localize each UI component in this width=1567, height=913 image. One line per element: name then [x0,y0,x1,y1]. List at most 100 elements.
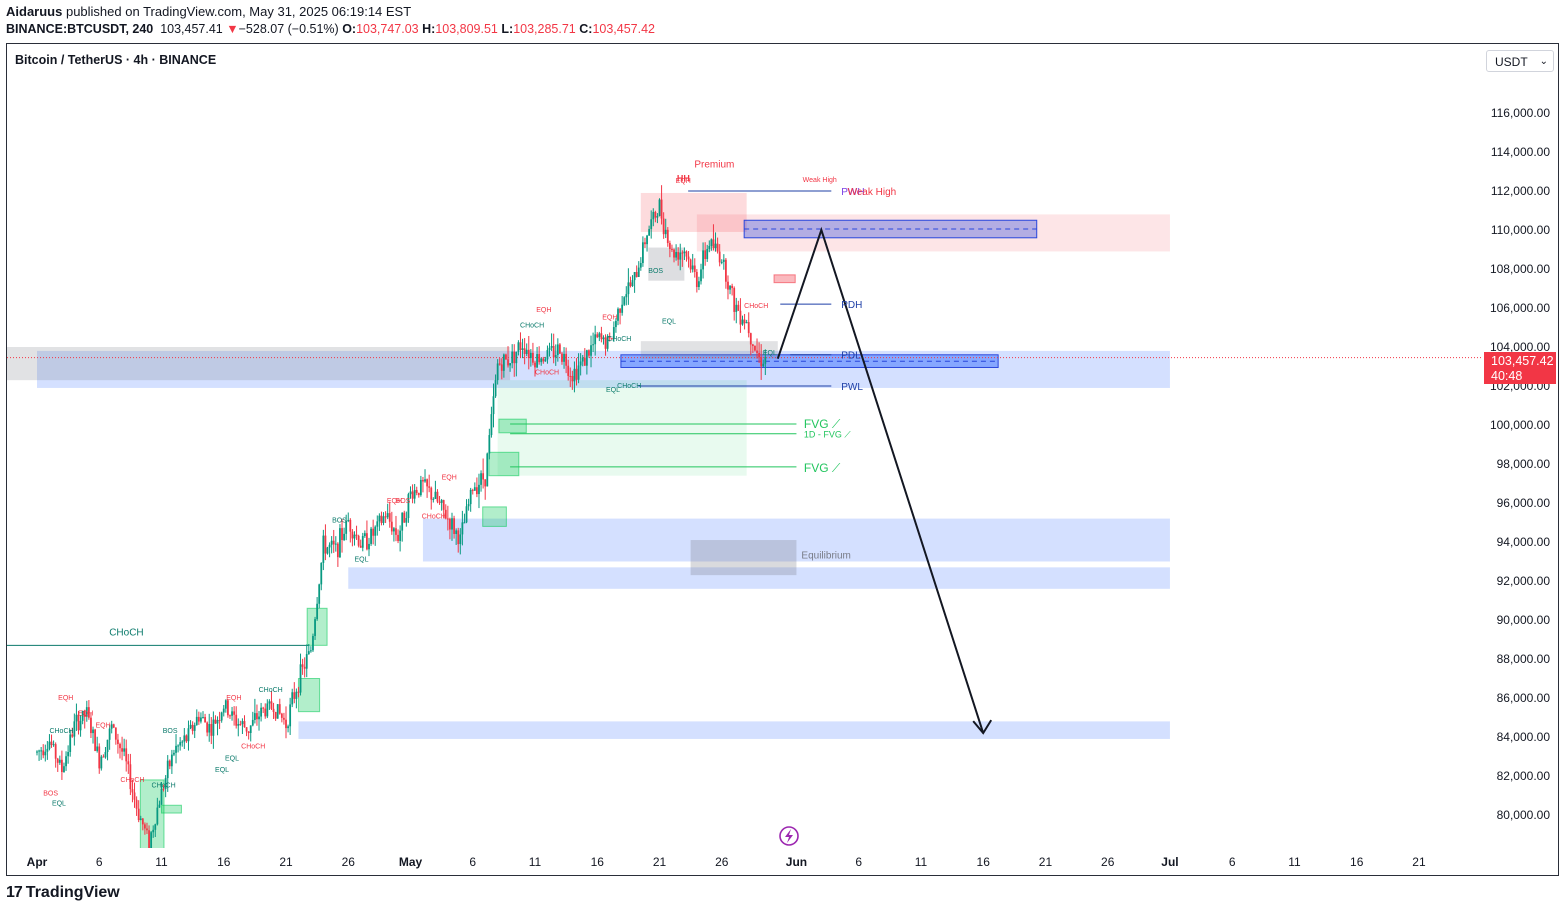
candle-body [702,250,704,270]
candle-body [202,717,204,719]
structure-label-eqh: EQH [96,722,111,729]
bar-countdown: 40:48 [1491,369,1523,383]
time-axis-tick: 11 [1288,855,1301,869]
time-axis-tick: 26 [715,855,729,869]
fvg-label-2: FVG ⟋ [804,461,841,475]
candle-body [38,750,40,752]
price-axis-tick: 82,000.00 [1497,769,1551,783]
candle-body [256,713,258,720]
candle-body [588,350,590,356]
candle-body [627,282,630,295]
author[interactable]: Aidaruus [6,4,63,19]
candle-body [179,742,182,746]
candle-body [706,248,709,260]
candle-body [654,211,657,218]
candle-body [368,543,370,550]
candle-body [330,540,333,545]
publish-info: Aidaruus published on TradingView.com, M… [6,4,411,19]
candle-body [592,344,594,346]
structure-label-choch: CHoCH [535,369,559,376]
candle-body [534,362,536,368]
structure-label-eqh: EQH [58,695,73,702]
candle-body [619,308,621,313]
candle-body [90,717,92,734]
candle-body [212,719,215,736]
premium-label: Premium [694,160,734,171]
candle-body [756,350,758,354]
candle-body [376,521,379,527]
weak-high-small-label: Weak High [803,177,837,184]
candle-body [419,479,422,496]
candle-body [710,239,713,246]
candle-body [253,713,256,720]
candle-body [648,229,651,236]
candle-body [532,352,534,363]
candle-body [295,691,298,699]
candle-body [615,320,617,328]
candle-body [519,342,522,350]
structure-label-choch: CHoCH [241,744,265,751]
candle-body [695,271,698,288]
structure-label-eql: EQL [354,557,368,564]
currency-selector[interactable]: USDT ⌄ [1486,50,1554,72]
structure-label-choch: CHoCH [152,783,176,790]
candle-body [112,724,115,728]
candle-body [575,368,578,380]
candle-body [733,288,736,312]
zone-premium-5 [640,192,747,232]
change: −528.07 (−0.51%) [238,22,339,36]
time-axis-tick: May [399,855,423,869]
candle-body [498,363,501,365]
candle-body [301,664,304,667]
time-axis-tick: 6 [469,855,476,869]
candle-body [266,703,269,717]
candle-body [245,727,248,732]
candle-body [716,243,719,252]
candle-body [191,724,194,731]
candle-body [760,357,763,367]
candle-body [764,357,767,364]
tradingview-logo[interactable]: 17 TradingView [6,884,120,902]
candle-body [353,534,356,539]
candle-body [401,512,404,531]
candle-body [48,741,51,749]
structure-label-choch: CHoCH [607,336,631,343]
candle-body [166,760,169,779]
candle-body [482,473,485,480]
candle-body [268,701,271,704]
candle-body [135,799,138,809]
price-axis-tick: 104,000.00 [1490,340,1550,354]
candle-body [36,751,38,753]
candle-body [144,824,146,829]
time-axis-tick: 11 [529,855,542,869]
candle-body [438,501,441,503]
candle-body [395,528,397,535]
projection-path [776,226,985,734]
time-axis-tick: 26 [1101,855,1115,869]
chart-frame[interactable] [6,43,1559,876]
equilibrium-label: Equilibrium [801,551,850,562]
fvg-label-1d: 1D - FVG ⟋ [804,430,852,440]
candle-body [668,243,671,249]
candle-body [729,285,731,290]
structure-label-eqh: EQH [536,307,551,314]
candle-body [237,724,240,726]
candle-body [478,484,480,495]
candle-body [177,745,179,747]
price-axis-tick: 98,000.00 [1497,457,1551,471]
candle-body [160,788,163,805]
candle-body [446,518,449,520]
candle-body [289,704,292,727]
close-value: 103,457.42 [592,22,655,36]
candle-body [249,725,252,733]
candle-body [538,354,541,363]
candle-body [623,297,626,305]
candle-body [546,349,549,360]
time-axis-tick: 16 [217,855,231,869]
candle-body [693,265,696,272]
structure-label-choch: CHoCH [259,687,283,694]
structure-label-bos: BOS [43,791,58,798]
candle-body [469,489,472,505]
candle-body [527,349,530,359]
